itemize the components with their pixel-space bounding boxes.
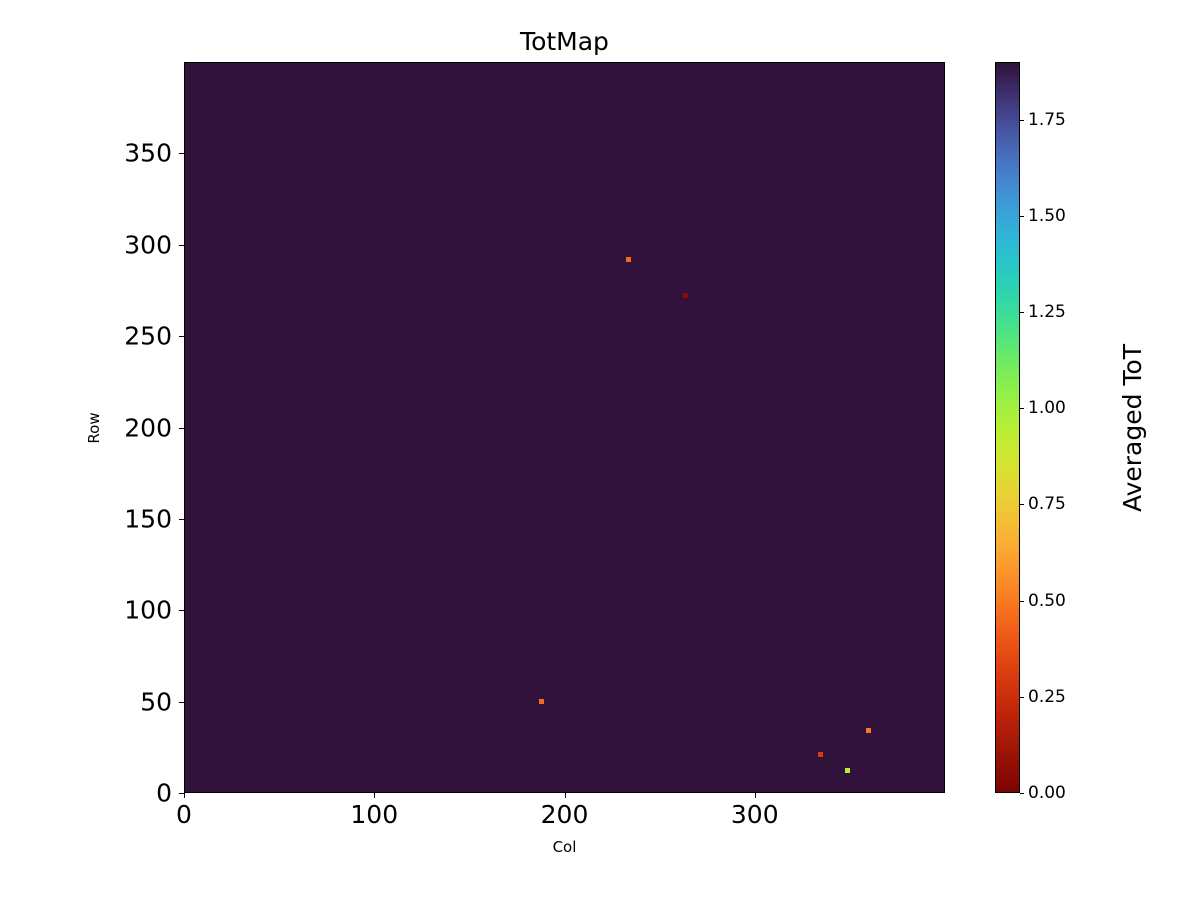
y-tick-mark [179, 244, 184, 246]
y-tick-label: 300 [124, 230, 172, 260]
y-tick-label: 350 [124, 138, 172, 168]
x-tick-mark [184, 793, 185, 798]
colorbar-tick-label: 0.75 [1028, 494, 1066, 515]
colorbar[interactable] [995, 62, 1020, 793]
heatmap-pixel [865, 728, 871, 734]
colorbar-tick-mark [1020, 408, 1024, 410]
colorbar-tick-mark [1020, 312, 1024, 314]
x-tick-mark [374, 793, 376, 798]
y-tick-mark [179, 427, 184, 429]
heatmap-pixel [818, 751, 824, 757]
colorbar-tick-label: 1.50 [1028, 205, 1066, 226]
colorbar-gradient [996, 63, 1019, 792]
heatmap-pixel [538, 698, 544, 704]
x-tick-label: 100 [350, 800, 399, 829]
colorbar-tick-label: 0.25 [1028, 686, 1066, 707]
y-tick-label: 250 [124, 321, 172, 351]
x-axis-label: Col [552, 838, 577, 856]
y-tick-label: 150 [124, 504, 172, 534]
x-tick-label: 200 [540, 800, 589, 829]
colorbar-tick-label: 0.00 [1028, 783, 1066, 803]
heatmap-pixel [626, 256, 632, 262]
page-title: TotMap [520, 27, 609, 56]
x-tick-mark [564, 793, 566, 798]
colorbar-tick-label: 1.75 [1028, 109, 1066, 130]
y-tick-mark [179, 153, 184, 155]
y-tick-label: 0 [156, 778, 172, 808]
colorbar-tick-mark [1020, 600, 1024, 602]
y-tick-mark [179, 610, 184, 612]
colorbar-tick-label: 1.00 [1028, 398, 1066, 419]
y-tick-mark [179, 701, 184, 703]
y-tick-mark [179, 518, 184, 520]
colorbar-tick-mark [1020, 215, 1024, 217]
y-tick-label: 200 [124, 413, 172, 442]
colorbar-tick-mark [1020, 504, 1024, 506]
y-axis-label: Row [85, 411, 103, 444]
heatmap-axes[interactable] [184, 62, 945, 793]
heatmap-pixel [845, 768, 851, 774]
heatmap-image [185, 63, 944, 792]
y-tick-label: 50 [140, 687, 172, 717]
x-tick-label: 300 [730, 800, 779, 829]
colorbar-label: Averaged ToT [1118, 343, 1147, 512]
colorbar-tick-label: 0.50 [1028, 590, 1066, 611]
y-tick-label: 100 [124, 595, 172, 625]
heatmap-pixel [683, 293, 689, 299]
x-tick-label: 0 [176, 800, 192, 829]
colorbar-tick-mark [1020, 119, 1024, 121]
colorbar-tick-mark [1020, 696, 1024, 698]
x-tick-mark [754, 793, 756, 798]
y-tick-mark [179, 793, 184, 794]
y-tick-mark [179, 336, 184, 338]
colorbar-tick-label: 1.25 [1028, 302, 1066, 323]
colorbar-tick-mark [1020, 793, 1024, 794]
